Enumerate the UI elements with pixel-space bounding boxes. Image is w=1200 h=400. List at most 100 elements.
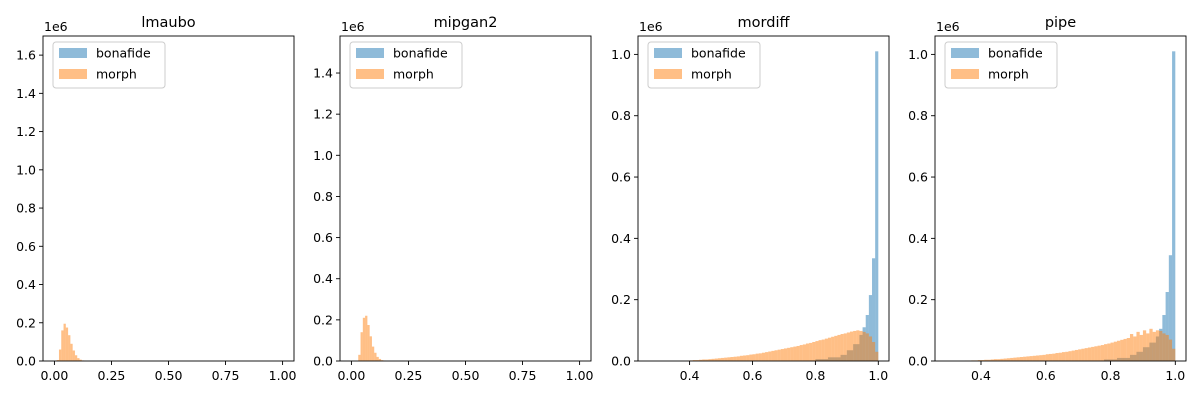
- x-tick-label: 0.25: [395, 368, 423, 383]
- y-tick-label: 1.2: [313, 107, 333, 122]
- histogram-bar: [1036, 355, 1040, 361]
- legend-swatch-morph: [356, 69, 384, 79]
- histogram-bar: [58, 349, 62, 361]
- legend-swatch-bonafide: [356, 48, 384, 58]
- y-tick-label: 1.6: [16, 48, 36, 63]
- histogram-bar: [774, 350, 778, 361]
- histogram-bar: [68, 335, 71, 361]
- histogram-bar: [365, 315, 368, 361]
- histogram-bar: [367, 325, 370, 361]
- histogram-bar: [1129, 334, 1134, 361]
- subplot-title: pipe: [1045, 15, 1076, 31]
- y-tick-label: 0.8: [313, 189, 333, 204]
- series-bonafide: [1104, 51, 1176, 361]
- histogram-bar: [695, 360, 700, 361]
- histogram-bar: [1010, 357, 1014, 361]
- y-tick-label: 1.0: [313, 148, 333, 163]
- y-tick-label: 0.6: [908, 170, 928, 185]
- histogram-bar: [724, 357, 728, 361]
- histogram-bar: [1165, 292, 1169, 361]
- histogram-bar: [1006, 358, 1011, 361]
- subplot-title: mipgan2: [434, 15, 498, 31]
- histogram-bar: [360, 332, 363, 361]
- histogram-bar: [74, 355, 78, 361]
- histogram-bar: [358, 354, 361, 361]
- histogram-bar: [872, 258, 876, 361]
- histogram-bar: [1168, 255, 1173, 361]
- histogram-bar: [777, 349, 781, 361]
- histogram-bar: [1071, 350, 1075, 361]
- histogram-bar: [1165, 334, 1169, 361]
- histogram-bar: [831, 336, 835, 361]
- x-tick-label: 0.75: [212, 368, 240, 383]
- histogram-bar: [1019, 357, 1024, 361]
- x-tick-label: 1.0: [868, 368, 888, 383]
- histogram-bar: [997, 359, 1001, 361]
- y-tick-label: 0.0: [908, 354, 928, 369]
- histogram-bar: [799, 345, 803, 361]
- histogram-bar: [1168, 339, 1173, 361]
- y-tick-label: 1.4: [16, 86, 36, 101]
- histogram-bar: [980, 360, 985, 361]
- legend-label-morph: morph: [988, 67, 1029, 82]
- histogram-bar: [783, 348, 788, 361]
- histogram-bar: [1133, 336, 1137, 361]
- histogram-bar: [752, 354, 756, 361]
- histogram-bar: [1104, 344, 1108, 361]
- histogram-bar: [1058, 352, 1062, 361]
- histogram-bar: [1045, 354, 1049, 361]
- histogram-bar: [780, 349, 784, 361]
- histogram-bar: [815, 341, 819, 361]
- legend-swatch-bonafide: [654, 48, 682, 58]
- legend-label-bonafide: bonafide: [393, 46, 448, 61]
- y-tick-label: 0.2: [908, 292, 928, 307]
- histogram-bar: [1016, 357, 1020, 361]
- histogram-bar: [721, 357, 725, 361]
- histogram-bar: [1042, 354, 1046, 361]
- x-tick-label: 1.0: [1165, 368, 1185, 383]
- series-morph: [686, 330, 879, 361]
- histogram-bar: [990, 359, 994, 361]
- y-tick-label: 0.2: [611, 292, 631, 307]
- subplot-mipgan2: 0.00 0.25 0.50 0.75 1.00 0.0 0.2 0.4 0.6 0.8 1.0 1.…: [313, 15, 593, 383]
- histogram-bar: [1123, 338, 1127, 361]
- x-tick-label: 0.50: [452, 368, 480, 383]
- y-tick-label: 0.0: [313, 354, 333, 369]
- histogram-bar: [56, 360, 59, 361]
- histogram-bar: [63, 323, 66, 361]
- histogram-bar: [818, 340, 822, 361]
- histogram-bar: [717, 358, 722, 361]
- histogram-bar: [739, 355, 744, 361]
- histogram-bar: [875, 351, 879, 361]
- histogram-bar: [1068, 351, 1072, 361]
- y-tick-label: 0.6: [611, 170, 631, 185]
- histogram-bar: [765, 352, 769, 361]
- histogram-bar: [755, 353, 759, 361]
- histogram-bar: [1032, 355, 1037, 361]
- histogram-bar: [872, 341, 876, 361]
- histogram-bar: [79, 359, 82, 361]
- histogram-bar: [821, 339, 825, 361]
- histogram-bar: [730, 357, 734, 361]
- histogram-bar: [758, 353, 762, 361]
- histogram-bar: [743, 355, 747, 361]
- histogram-bar: [1159, 330, 1163, 361]
- histogram-bar: [1152, 331, 1156, 361]
- y-tick-label: 1.0: [611, 47, 631, 62]
- histogram-bar: [1172, 348, 1176, 361]
- histogram-bar: [987, 359, 991, 361]
- x-tick-label: 0.4: [680, 368, 700, 383]
- histogram-bar: [793, 346, 797, 361]
- histogram-bar: [790, 347, 794, 361]
- y-tick-label: 0.4: [611, 231, 631, 246]
- x-tick-label: 0.75: [509, 368, 537, 383]
- histogram-bar: [1029, 356, 1033, 361]
- histogram-bar: [61, 330, 64, 361]
- histogram-bar: [1013, 357, 1017, 361]
- histogram-bar: [827, 337, 832, 361]
- histogram-bar: [1094, 346, 1098, 361]
- legend-swatch-morph: [59, 69, 87, 79]
- legend-label-morph: morph: [691, 67, 732, 82]
- histogram-bar: [1026, 356, 1030, 361]
- histogram-bar: [1097, 345, 1101, 361]
